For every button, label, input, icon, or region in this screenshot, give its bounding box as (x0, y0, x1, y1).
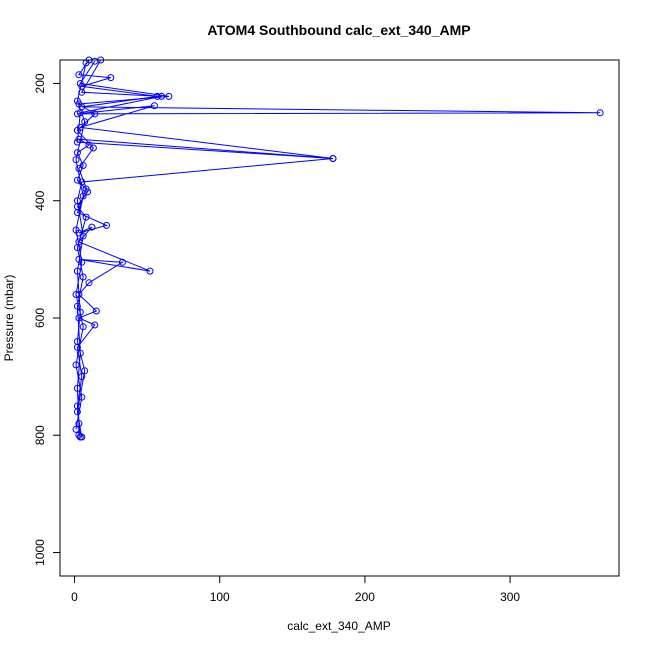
data-point (73, 244, 81, 252)
data-point (89, 144, 97, 152)
series-3 (72, 59, 90, 433)
data-point (158, 92, 166, 100)
y-tick-label: 600 (33, 308, 47, 328)
y-axis-label: Pressure (mbar) (2, 275, 16, 362)
data-point (78, 178, 86, 186)
x-tick-label: 200 (355, 590, 375, 604)
data-point (91, 57, 99, 65)
plot-frame (59, 59, 620, 577)
data-point (79, 273, 87, 281)
data-point (75, 71, 83, 79)
data-point (107, 74, 115, 82)
data-point (73, 126, 81, 134)
data-point (81, 118, 89, 126)
data-point (88, 223, 96, 231)
x-tick-label: 100 (210, 590, 230, 604)
data-point (72, 425, 80, 433)
data-point (78, 433, 86, 441)
x-tick-label: 300 (500, 590, 520, 604)
data-point (150, 102, 158, 110)
x-axis-label: calc_ext_340_AMP (287, 619, 390, 633)
data-point (78, 258, 86, 266)
data-point (79, 192, 87, 200)
data-point (165, 92, 173, 100)
data-point (91, 321, 99, 329)
data-point (82, 213, 90, 221)
y-tick-label: 800 (33, 425, 47, 445)
data-point (81, 367, 89, 375)
plot-area (72, 56, 604, 441)
x-axis: 0 100 200 300 (71, 575, 520, 604)
data-point (73, 408, 81, 416)
data-point (596, 109, 604, 117)
data-point (78, 393, 86, 401)
series-line (76, 59, 601, 438)
data-point (91, 110, 99, 118)
data-point (73, 302, 81, 310)
series-line (76, 60, 169, 436)
y-tick-label: 1000 (33, 539, 47, 566)
series-line (75, 62, 87, 430)
data-point (72, 361, 80, 369)
data-point (72, 226, 80, 234)
data-point (85, 279, 93, 287)
y-tick-label: 200 (33, 73, 47, 93)
series-line (76, 59, 334, 438)
data-point (78, 88, 86, 96)
data-point (73, 197, 81, 205)
data-point (329, 155, 337, 162)
data-point (72, 156, 80, 164)
y-axis: 200 400 600 800 1000 (33, 73, 61, 566)
data-point (73, 97, 81, 105)
data-point (92, 307, 100, 315)
x-tick-label: 0 (71, 590, 78, 604)
series-2 (73, 56, 337, 441)
data-point (103, 221, 110, 229)
data-point (118, 258, 126, 266)
data-point (76, 349, 84, 357)
data-point (84, 188, 92, 196)
data-point (146, 267, 154, 275)
y-tick-label: 400 (33, 190, 47, 210)
series-0 (73, 56, 604, 441)
data-point (75, 165, 83, 172)
data-point (79, 323, 87, 331)
data-point (79, 232, 87, 240)
data-point (72, 291, 80, 298)
chart-title: ATOM4 Southbound calc_ext_340_AMP (207, 22, 470, 38)
